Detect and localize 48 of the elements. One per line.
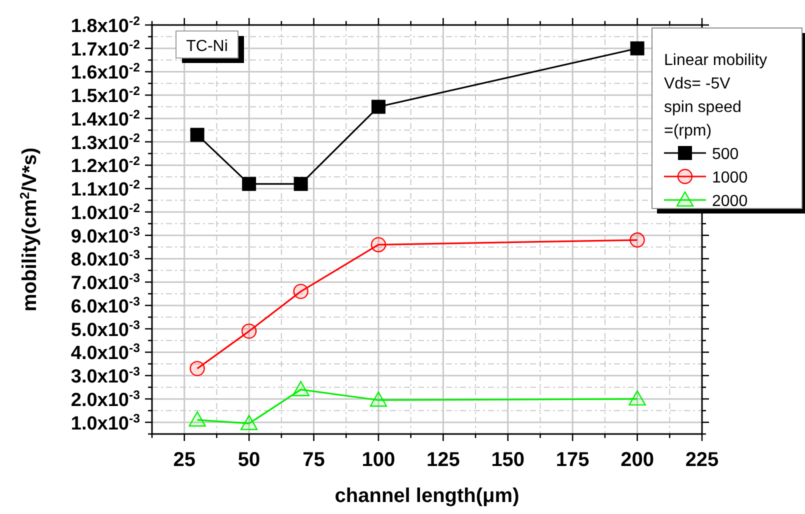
- y-tick-label: 6.0x10$^{-3}$: [70, 294, 140, 318]
- y-tick-label: 9.0x10$^{-3}$: [70, 224, 140, 248]
- x-tick-label: 25: [173, 449, 196, 471]
- legend-label: 1000: [712, 170, 748, 186]
- y-tick-label: 4.0x10$^{-3}$: [70, 341, 140, 364]
- point: [370, 392, 388, 407]
- y-tick-label: 1.3x10$^{-2}$: [70, 130, 140, 154]
- point: [630, 41, 644, 56]
- x-tick-label: 150: [491, 449, 525, 471]
- x-axis-title: channel length(μm): [334, 485, 520, 507]
- y-tick-label: 1.0x10$^{-3}$: [70, 411, 140, 434]
- point: [190, 128, 204, 142]
- point: [293, 284, 308, 300]
- y-tick-label: 1.4x10$^{-2}$: [70, 107, 140, 130]
- legend-title: Linear mobility Vds= -5V spin speed =(rpm): [664, 52, 768, 140]
- point: [190, 360, 205, 376]
- y-tick-label: 1.1x10$^{-2}$: [70, 178, 140, 201]
- y-tick-label: 1.0x10$^{-2}$: [70, 200, 140, 224]
- point: [630, 232, 645, 248]
- y-tick-label: 1.6x10$^{-2}$: [70, 60, 140, 84]
- annotation: TC-Ni: [186, 38, 228, 55]
- x-tick-label: 175: [556, 449, 590, 471]
- y-tick-label: 8.0x10$^{-3}$: [70, 248, 140, 271]
- y-tick-label: 7.0x10$^{-3}$: [70, 271, 140, 294]
- legend-label: 500: [712, 146, 739, 163]
- point: [292, 380, 310, 396]
- y-tick-label: 1.5x10$^{-2}$: [70, 84, 140, 108]
- y-tick-label: 1.2x10$^{-2}$: [70, 154, 140, 178]
- x-tick-label: 100: [362, 449, 396, 471]
- x-tick-label: 125: [426, 449, 460, 471]
- x-tick-label: 225: [685, 449, 719, 471]
- legend-label: 2000: [712, 193, 748, 210]
- y-tick-label: 3.0x10$^{-3}$: [70, 364, 140, 388]
- point: [188, 411, 206, 427]
- point: [628, 390, 646, 406]
- point: [294, 176, 308, 191]
- point: [241, 324, 257, 339]
- point: [242, 176, 256, 191]
- y-tick-label: 5.0x10$^{-3}$: [70, 318, 140, 341]
- y-tick-label: 1.7x10$^{-2}$: [70, 37, 140, 60]
- y-tick-label: 1.8x10$^{-2}$: [70, 14, 140, 37]
- x-tick-label: 75: [302, 449, 325, 471]
- point: [370, 237, 386, 252]
- point: [240, 414, 258, 430]
- x-tick-label: 50: [238, 449, 260, 471]
- y-tick-label: 2.0x10$^{-3}$: [70, 388, 140, 411]
- point: [371, 100, 386, 114]
- x-tick-label: 200: [620, 449, 654, 471]
